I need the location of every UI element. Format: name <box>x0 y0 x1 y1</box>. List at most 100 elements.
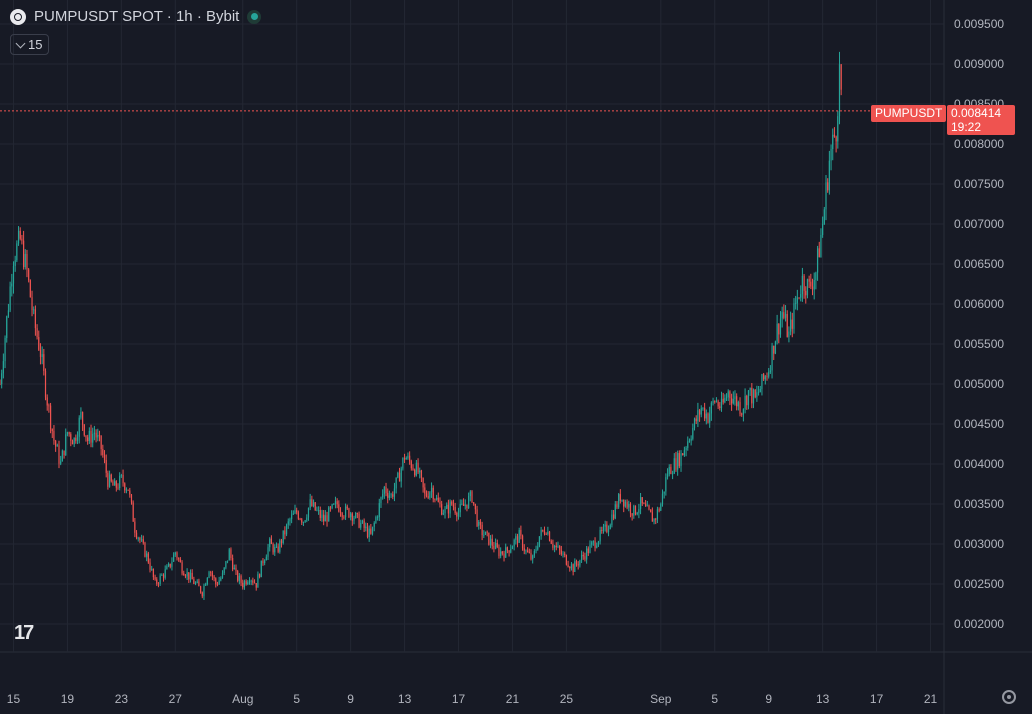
candle-body <box>100 435 102 450</box>
candle-body <box>228 549 230 561</box>
candle-body <box>791 319 793 329</box>
candle-body <box>675 458 677 470</box>
y-tick-label: 0.005500 <box>954 337 1004 351</box>
candle-body <box>695 418 697 422</box>
candle-body <box>471 491 473 503</box>
candle-body <box>682 453 684 456</box>
candle-body <box>410 461 412 469</box>
candle-body <box>353 517 355 521</box>
candle-body <box>557 546 559 547</box>
candle-body <box>715 401 718 403</box>
candle-body <box>247 582 249 585</box>
candle-body <box>296 510 298 513</box>
candle-body <box>457 512 460 517</box>
candle-body <box>292 513 294 515</box>
candle-body <box>776 323 778 342</box>
candle-body <box>761 374 763 389</box>
candle-body <box>540 529 542 537</box>
candle-body <box>778 323 780 335</box>
candle-body <box>506 547 508 551</box>
candle-body <box>606 524 608 532</box>
candle-body <box>712 401 714 403</box>
candle-body <box>6 316 8 338</box>
candle-body <box>601 529 603 531</box>
candle-body <box>476 509 478 526</box>
candle-body <box>14 260 16 267</box>
candle-body <box>306 517 308 521</box>
candle-body <box>629 504 632 514</box>
candle-body <box>818 248 820 258</box>
candle-body <box>341 513 343 517</box>
bar-countdown: 19:22 <box>951 120 982 134</box>
candle-body <box>518 530 520 543</box>
candle-body <box>781 312 783 319</box>
candle-body <box>725 397 728 399</box>
candle-body <box>171 561 173 567</box>
candle-body <box>569 566 571 569</box>
candle-body <box>351 513 353 521</box>
settings-gear-icon[interactable] <box>1002 690 1016 704</box>
x-tick-label: 13 <box>816 692 830 706</box>
candle-body <box>833 134 836 137</box>
candle-body <box>737 402 739 407</box>
candle-body <box>754 389 756 398</box>
candle-body <box>452 504 455 508</box>
candle-body <box>633 505 635 516</box>
candle-body <box>594 541 596 548</box>
candle-body <box>41 354 43 357</box>
x-tick-label: 5 <box>711 692 718 706</box>
candle-body <box>409 455 411 462</box>
candle-body <box>151 568 153 570</box>
candle-body <box>746 395 748 406</box>
candle-body <box>60 461 62 464</box>
candle-body <box>318 510 320 511</box>
candle-body <box>285 524 288 535</box>
candle-body <box>90 430 92 443</box>
candle-body <box>304 520 306 523</box>
candle-body <box>164 569 166 578</box>
candle-body <box>469 491 471 497</box>
candle-body <box>48 405 50 407</box>
candle-body <box>607 529 610 532</box>
candle-body <box>179 559 181 563</box>
candle-body <box>820 234 822 258</box>
candle-body <box>575 561 578 565</box>
candle-body <box>815 272 817 280</box>
indicators-toggle-button[interactable]: 15 <box>10 34 50 55</box>
candle-body <box>220 578 222 581</box>
candle-body <box>550 540 552 544</box>
candle-body <box>599 529 601 542</box>
candle-body <box>98 435 101 436</box>
x-tick-label: 27 <box>169 692 183 706</box>
candle-body <box>742 409 744 415</box>
candle-body <box>277 546 279 552</box>
candle-body <box>515 536 517 540</box>
candle-body <box>125 489 128 491</box>
candle-body <box>790 319 792 332</box>
candle-body <box>739 402 741 414</box>
candle-body <box>650 509 652 513</box>
candle-body <box>233 567 235 570</box>
candle-body <box>763 374 765 380</box>
candle-body <box>672 473 674 475</box>
candle-body <box>105 459 107 473</box>
candle-body <box>371 526 374 534</box>
candle-body <box>269 538 271 548</box>
candle-body <box>793 303 795 329</box>
candle-body <box>668 466 670 475</box>
candle-body <box>302 522 305 523</box>
candle-body <box>235 567 237 572</box>
candle-body <box>275 546 278 548</box>
candle-body <box>193 579 195 584</box>
candle-body <box>756 392 758 398</box>
candle-body <box>773 345 775 354</box>
candle-body <box>626 501 628 508</box>
y-tick-label: 0.007500 <box>954 177 1004 191</box>
candle-body <box>634 505 637 515</box>
candle-body <box>447 504 449 514</box>
candle-body <box>395 477 397 489</box>
candle-body <box>124 483 126 491</box>
candle-body <box>388 495 390 498</box>
candle-body <box>592 541 594 543</box>
